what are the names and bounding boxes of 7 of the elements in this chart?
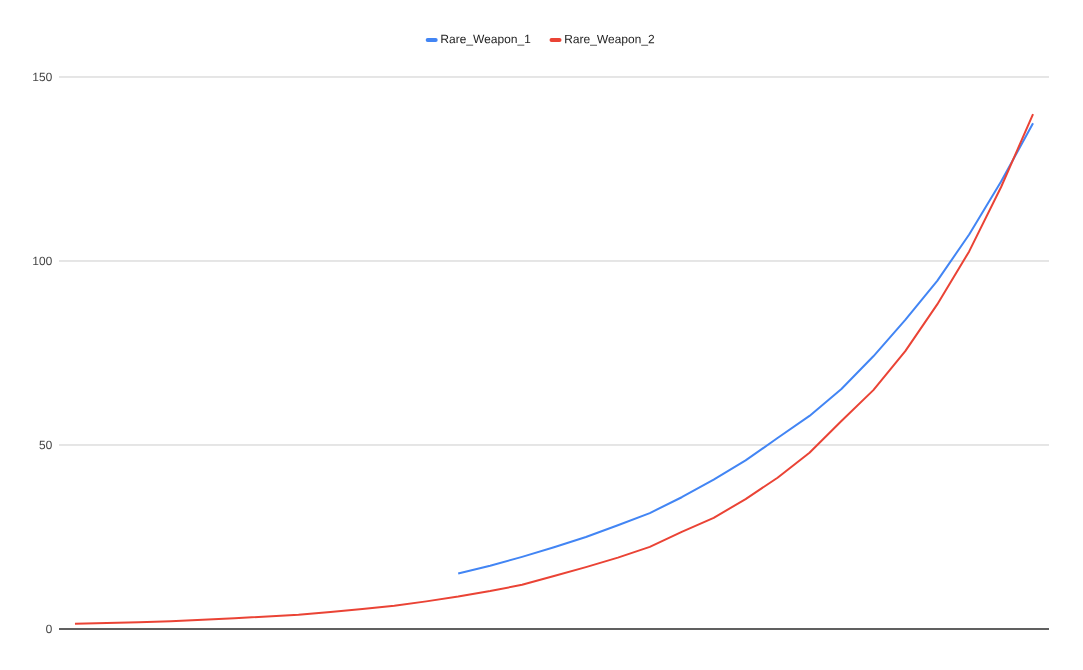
legend-label: Rare_Weapon_1	[441, 34, 531, 46]
y-tick-label: 0	[46, 624, 52, 634]
y-tick-label: 100	[33, 256, 52, 266]
y-tick-label: 150	[33, 72, 52, 82]
legend-label: Rare_Weapon_2	[565, 34, 655, 46]
line-series	[457, 122, 1035, 575]
y-tick-label: 50	[39, 440, 52, 450]
